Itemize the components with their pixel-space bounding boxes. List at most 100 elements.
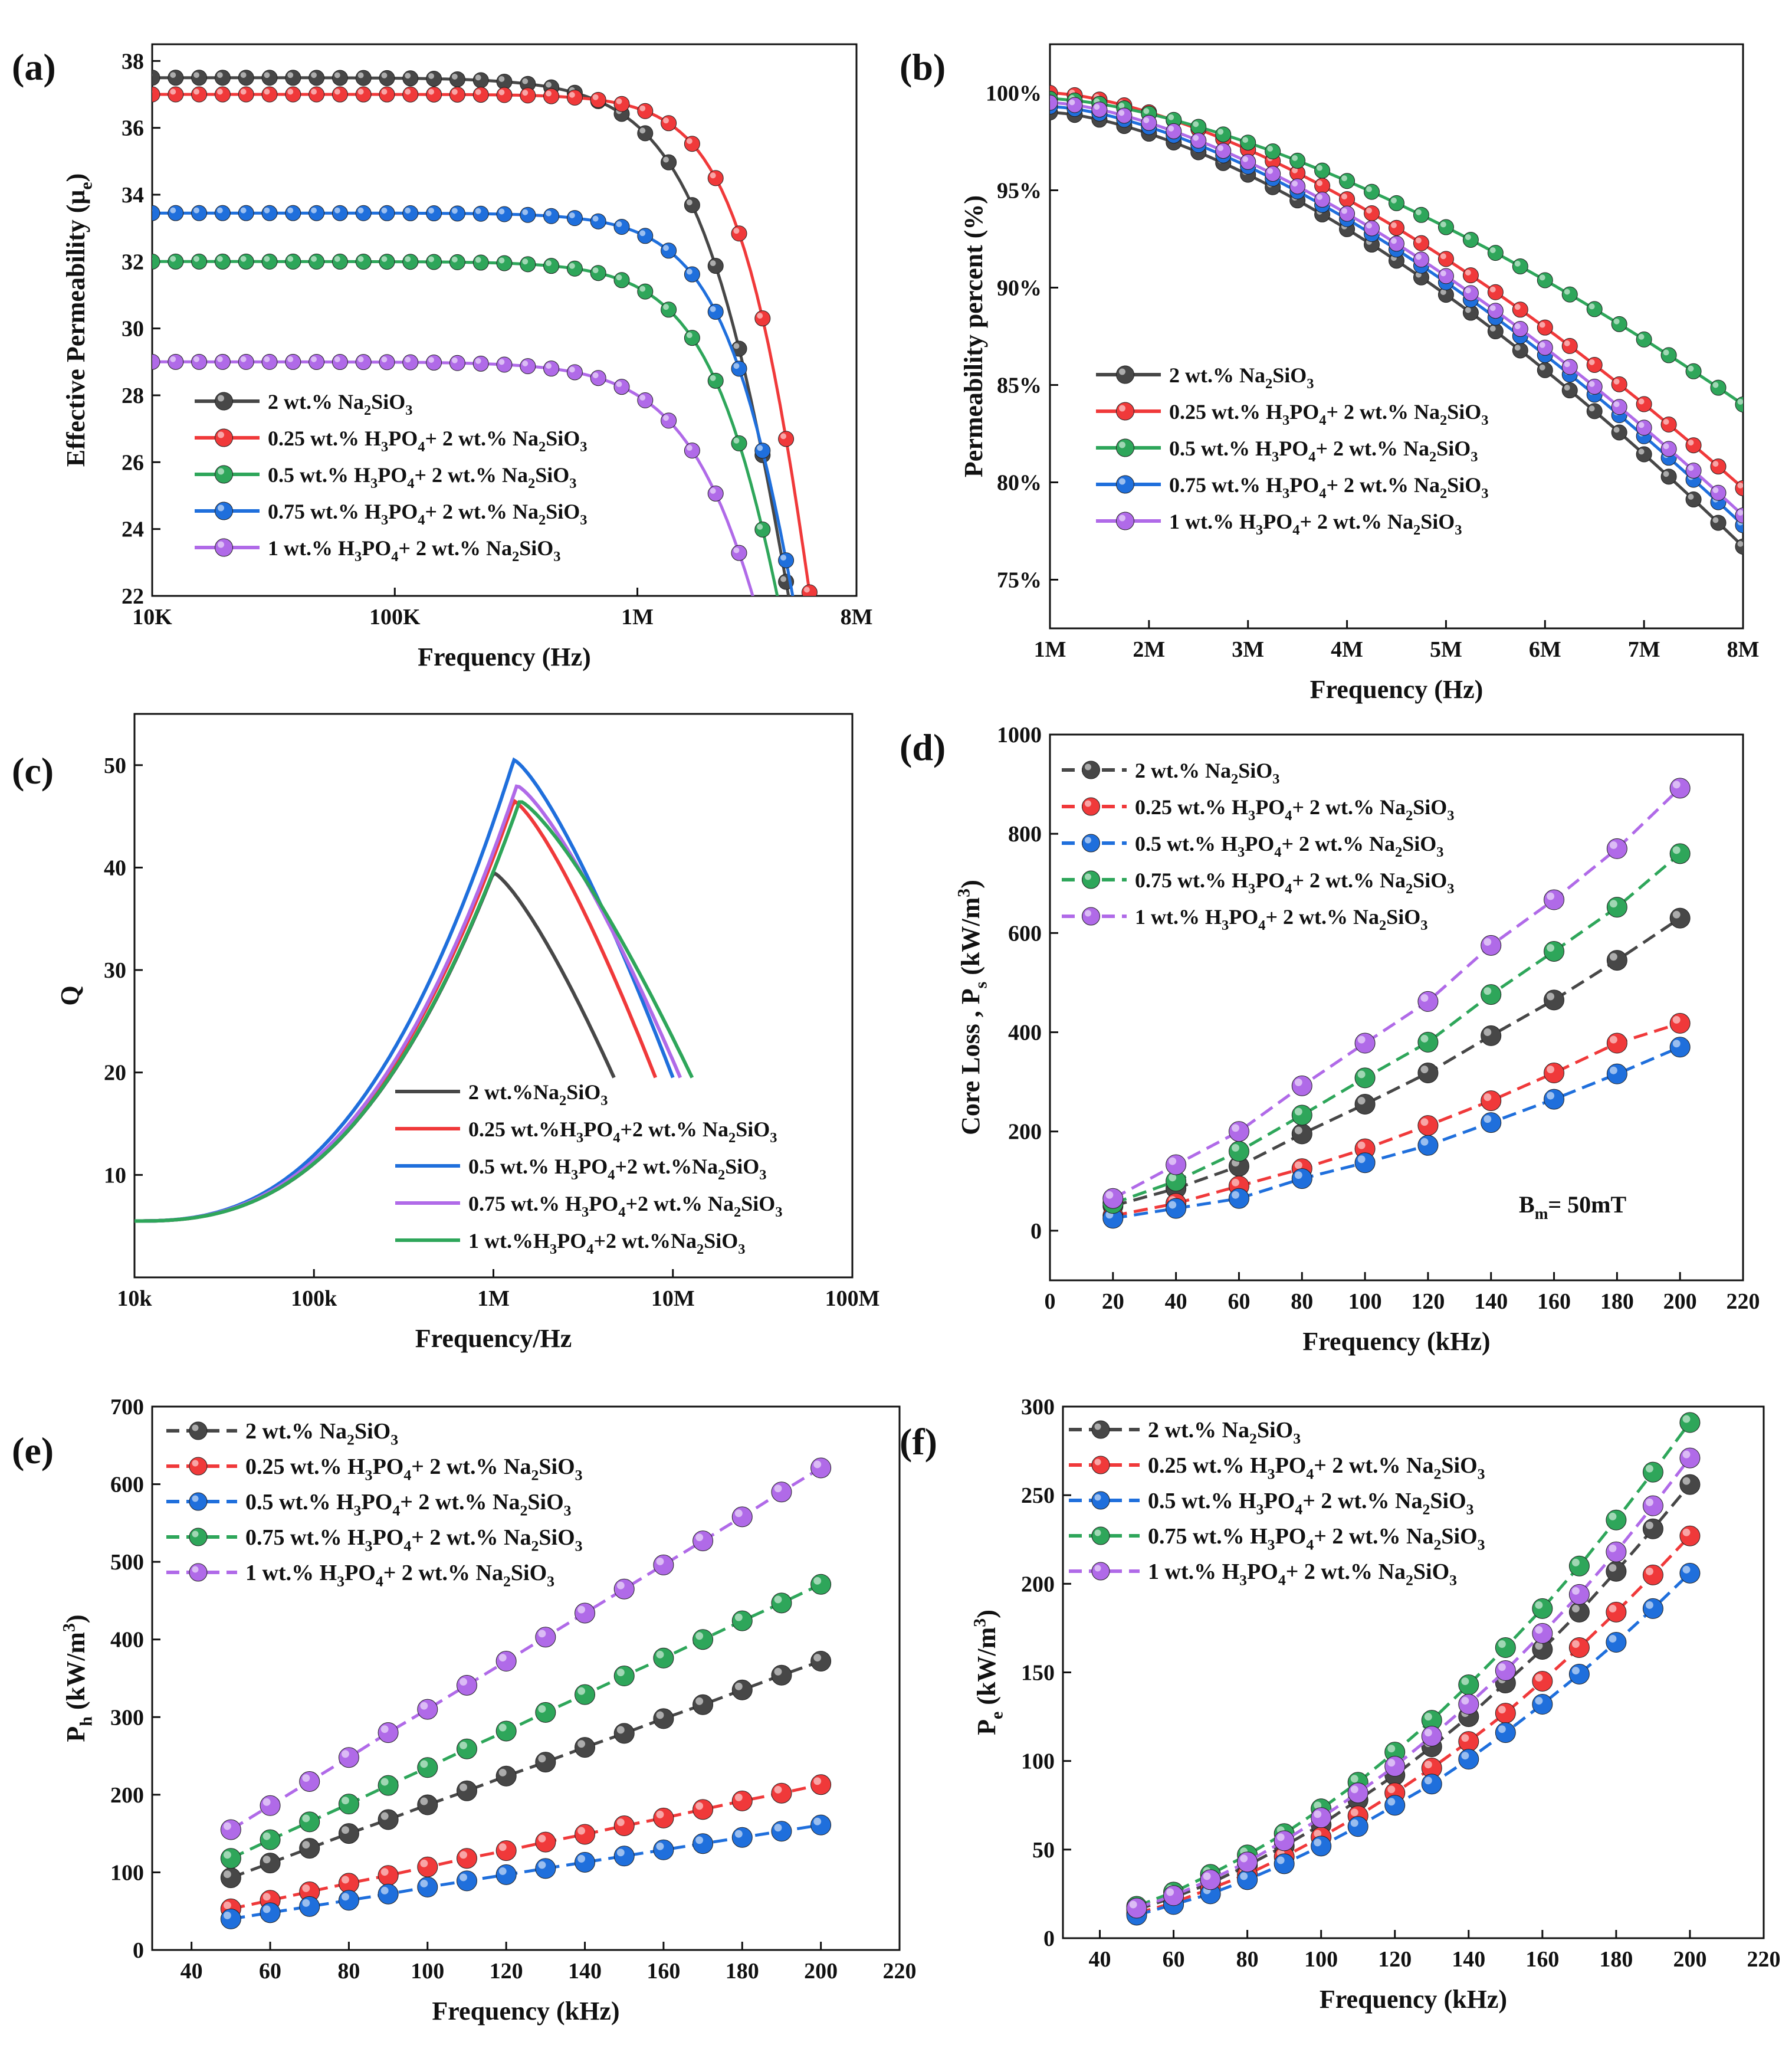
- data-point-highlight: [216, 356, 223, 362]
- data-point: [426, 86, 442, 103]
- data-point-highlight: [223, 1851, 231, 1859]
- data-point-highlight: [451, 89, 458, 95]
- data-point: [472, 72, 489, 89]
- data-point-highlight: [1737, 540, 1743, 547]
- data-point-highlight: [1609, 900, 1617, 908]
- data-point-highlight: [577, 1854, 586, 1863]
- legend-marker-highlight: [1085, 910, 1091, 917]
- legend-marker-highlight: [1085, 763, 1091, 771]
- x-tick-label: 1M: [1034, 637, 1066, 662]
- data-point-highlight: [522, 258, 529, 265]
- data-point-highlight: [546, 363, 552, 369]
- data-point: [379, 205, 395, 221]
- y-axis-label: Permeability percent (%): [959, 195, 988, 477]
- data-point-highlight: [264, 356, 270, 362]
- legend-marker: [1116, 475, 1134, 494]
- data-point: [707, 486, 724, 502]
- legend-marker-highlight: [1119, 441, 1125, 448]
- data-point: [1568, 1584, 1590, 1605]
- plot-area: [220, 1457, 832, 1929]
- data-point-highlight: [357, 89, 364, 95]
- data-point: [1102, 1188, 1124, 1209]
- y-tick-label: 10: [104, 1163, 126, 1188]
- y-tick-label: 800: [1008, 822, 1042, 847]
- data-point-highlight: [639, 105, 646, 112]
- data-point: [1487, 323, 1504, 340]
- data-point: [378, 1865, 399, 1886]
- data-point-highlight: [380, 1886, 389, 1895]
- data-point: [1685, 463, 1702, 479]
- data-point-highlight: [1646, 1567, 1653, 1575]
- data-point-highlight: [1350, 1808, 1358, 1817]
- y-axis-label: Ph (kW/m3): [59, 1614, 96, 1742]
- data-point-highlight: [1646, 1521, 1653, 1529]
- data-point: [1685, 437, 1702, 454]
- data-point: [1190, 132, 1207, 149]
- data-point-highlight: [1613, 378, 1620, 385]
- data-point: [152, 353, 160, 370]
- data-point-highlight: [1609, 1066, 1617, 1074]
- data-point-highlight: [686, 268, 692, 275]
- data-point: [575, 1851, 596, 1873]
- data-point: [1384, 1795, 1406, 1816]
- data-point-highlight: [1294, 1078, 1302, 1086]
- data-point-highlight: [287, 89, 294, 95]
- data-point-highlight: [193, 255, 199, 262]
- data-point-highlight: [342, 1797, 349, 1805]
- data-point: [472, 205, 489, 222]
- x-tick-label: 100: [411, 1959, 444, 1984]
- data-point-highlight: [1440, 270, 1446, 277]
- data-point-highlight: [616, 381, 622, 388]
- data-point-highlight: [460, 1677, 467, 1686]
- data-point-highlight: [1564, 361, 1570, 368]
- data-point-highlight: [1461, 1734, 1469, 1742]
- data-point: [214, 205, 231, 221]
- data-point-highlight: [538, 1755, 546, 1763]
- data-point: [771, 1664, 792, 1686]
- data-point-highlight: [813, 1460, 822, 1469]
- data-point-highlight: [695, 1697, 704, 1705]
- data-point: [1417, 1115, 1439, 1136]
- data-point: [1642, 1495, 1663, 1516]
- data-point: [1611, 316, 1627, 332]
- data-point-highlight: [1663, 349, 1669, 356]
- data-point: [778, 552, 795, 569]
- data-point-highlight: [1672, 846, 1681, 854]
- data-point: [1537, 362, 1553, 378]
- data-point: [707, 170, 724, 186]
- series-line: [1136, 1483, 1691, 1912]
- data-point: [426, 254, 442, 270]
- data-point-highlight: [710, 306, 716, 312]
- data-point-highlight: [1217, 129, 1224, 135]
- data-point: [1289, 152, 1306, 169]
- data-point: [1636, 419, 1652, 436]
- data-point: [535, 1627, 556, 1648]
- data-point: [152, 205, 160, 221]
- legend-marker: [215, 392, 233, 411]
- y-tick-label: 100: [1021, 1749, 1055, 1774]
- data-point: [238, 70, 254, 86]
- data-point-highlight: [264, 72, 270, 78]
- data-point: [426, 70, 442, 87]
- x-tick-label: 60: [1163, 1947, 1185, 1972]
- data-point-highlight: [1415, 237, 1422, 244]
- data-point-highlight: [1292, 181, 1298, 187]
- data-point-highlight: [1461, 1697, 1469, 1705]
- y-tick-label: 600: [1008, 921, 1042, 946]
- data-point-highlight: [311, 89, 317, 95]
- data-point: [299, 1811, 320, 1833]
- data-point: [1710, 379, 1727, 396]
- data-point: [338, 1823, 359, 1844]
- data-point-highlight: [428, 256, 434, 263]
- data-point-highlight: [1688, 365, 1694, 372]
- data-point: [1190, 119, 1207, 135]
- data-point: [707, 372, 724, 389]
- data-point-highlight: [1314, 1838, 1322, 1847]
- data-point: [238, 205, 254, 221]
- legend-marker: [1116, 365, 1134, 384]
- data-point-highlight: [1440, 289, 1446, 295]
- data-point: [260, 1902, 281, 1923]
- data-point: [378, 1809, 399, 1830]
- data-point: [653, 1554, 674, 1575]
- legend-marker: [1082, 797, 1100, 816]
